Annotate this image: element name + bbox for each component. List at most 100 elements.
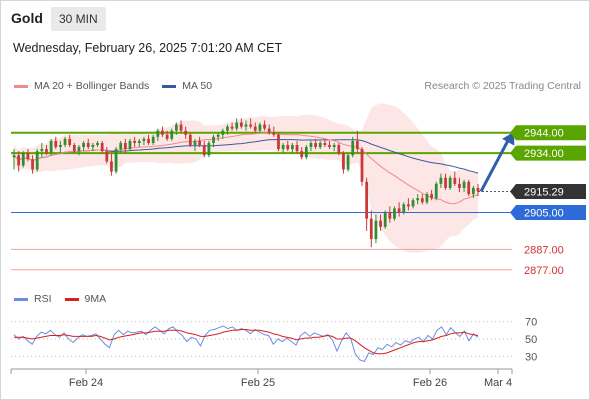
timestamp: Wednesday, February 26, 2025 7:01:20 AM … (13, 41, 283, 55)
candle-body (258, 124, 262, 131)
candle-body (393, 208, 396, 219)
candle-body (54, 140, 58, 148)
candle-body (35, 151, 39, 170)
candle-body (407, 204, 410, 207)
price-tag-2915.29: 2915.29 (510, 183, 586, 199)
candle (467, 179, 471, 197)
candle-body (458, 183, 461, 188)
candle (170, 128, 174, 141)
candle-body (123, 142, 127, 150)
research-credit: Research © 2025 Trading Central (424, 80, 581, 92)
price-label-2877.00: 2877.00 (524, 265, 564, 277)
candle (235, 118, 239, 131)
candle (365, 177, 369, 231)
candle-body (40, 149, 44, 152)
ma20-swatch (14, 84, 28, 88)
candle-body (263, 124, 266, 129)
candle (383, 210, 387, 229)
candle (239, 118, 243, 129)
price-tag-label: 2905.00 (524, 208, 564, 220)
candle (137, 138, 141, 148)
candle (346, 153, 350, 172)
candle (45, 145, 48, 156)
candle-body (31, 159, 34, 170)
candle (59, 140, 62, 154)
price-tag-2944.00: 2944.00 (510, 125, 586, 141)
candle (258, 122, 262, 133)
candle-body (402, 204, 406, 213)
rsi-ma-line (14, 329, 479, 355)
candle-body (21, 153, 25, 166)
forecast-arrow-head (502, 131, 515, 146)
candle-body (346, 155, 350, 170)
candle-body (193, 140, 197, 145)
candle (369, 210, 373, 248)
candle-body (114, 149, 118, 172)
candle-body (72, 145, 76, 152)
candle (420, 194, 424, 205)
candle (100, 140, 104, 154)
legend-rsi-label: RSI (34, 293, 52, 305)
candle-body (253, 126, 257, 131)
candle-body (314, 142, 317, 148)
candle (342, 151, 345, 174)
candle-body (100, 142, 104, 152)
candle-body (198, 140, 201, 145)
candle-body (360, 149, 364, 182)
candle-body (295, 145, 299, 152)
rsi-line (13, 325, 479, 363)
candle (54, 136, 58, 150)
candle (263, 120, 266, 131)
candle (212, 134, 215, 148)
candle (193, 138, 197, 152)
candle (304, 145, 308, 160)
price-tag-box (510, 183, 586, 199)
candle (151, 134, 155, 145)
candle (226, 124, 229, 135)
candle (184, 126, 188, 139)
candle-body (467, 181, 471, 195)
candle (430, 190, 433, 201)
candle-body (453, 177, 457, 184)
candle-body (63, 138, 67, 145)
candle-body (86, 142, 90, 148)
legend-ma20: MA 20 + Bollinger Bands (14, 80, 149, 92)
candle-body (425, 194, 429, 203)
candle-body (17, 155, 21, 166)
candle-body (207, 142, 211, 156)
candle-body (235, 122, 239, 129)
candle (230, 122, 234, 131)
candle-body (137, 140, 141, 143)
candle-body (462, 181, 466, 188)
candle (272, 126, 276, 137)
candle (411, 198, 415, 209)
candle (249, 118, 253, 129)
candle-body (26, 153, 30, 160)
candle (323, 138, 327, 148)
candle-body (156, 130, 160, 137)
candle-body (202, 145, 206, 156)
candle (128, 138, 132, 152)
candle-body (68, 138, 72, 145)
candle (21, 151, 25, 168)
candle (281, 142, 285, 154)
x-tick-label: Feb 26 (413, 377, 447, 389)
ma50-swatch (162, 84, 177, 88)
price-tag-box (510, 205, 586, 220)
timeframe-badge[interactable]: 30 MIN (51, 7, 106, 31)
candle (351, 136, 355, 158)
candle (110, 153, 113, 176)
candle-body (383, 212, 387, 227)
price-label-2887.00: 2887.00 (524, 244, 564, 256)
candle (202, 140, 206, 158)
legend-rsi: RSI (14, 293, 52, 305)
rsi-swatch (14, 297, 28, 301)
candle-body (420, 198, 424, 203)
price-tag-box (510, 145, 586, 161)
candle (40, 142, 44, 158)
candle (318, 140, 322, 150)
candle-body (304, 147, 308, 158)
candle-body (323, 142, 327, 145)
candle (314, 138, 317, 150)
